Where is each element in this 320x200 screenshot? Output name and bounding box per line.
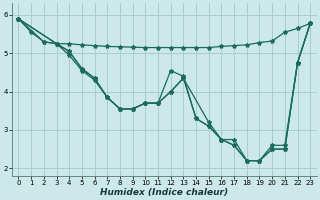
X-axis label: Humidex (Indice chaleur): Humidex (Indice chaleur) — [100, 188, 228, 197]
